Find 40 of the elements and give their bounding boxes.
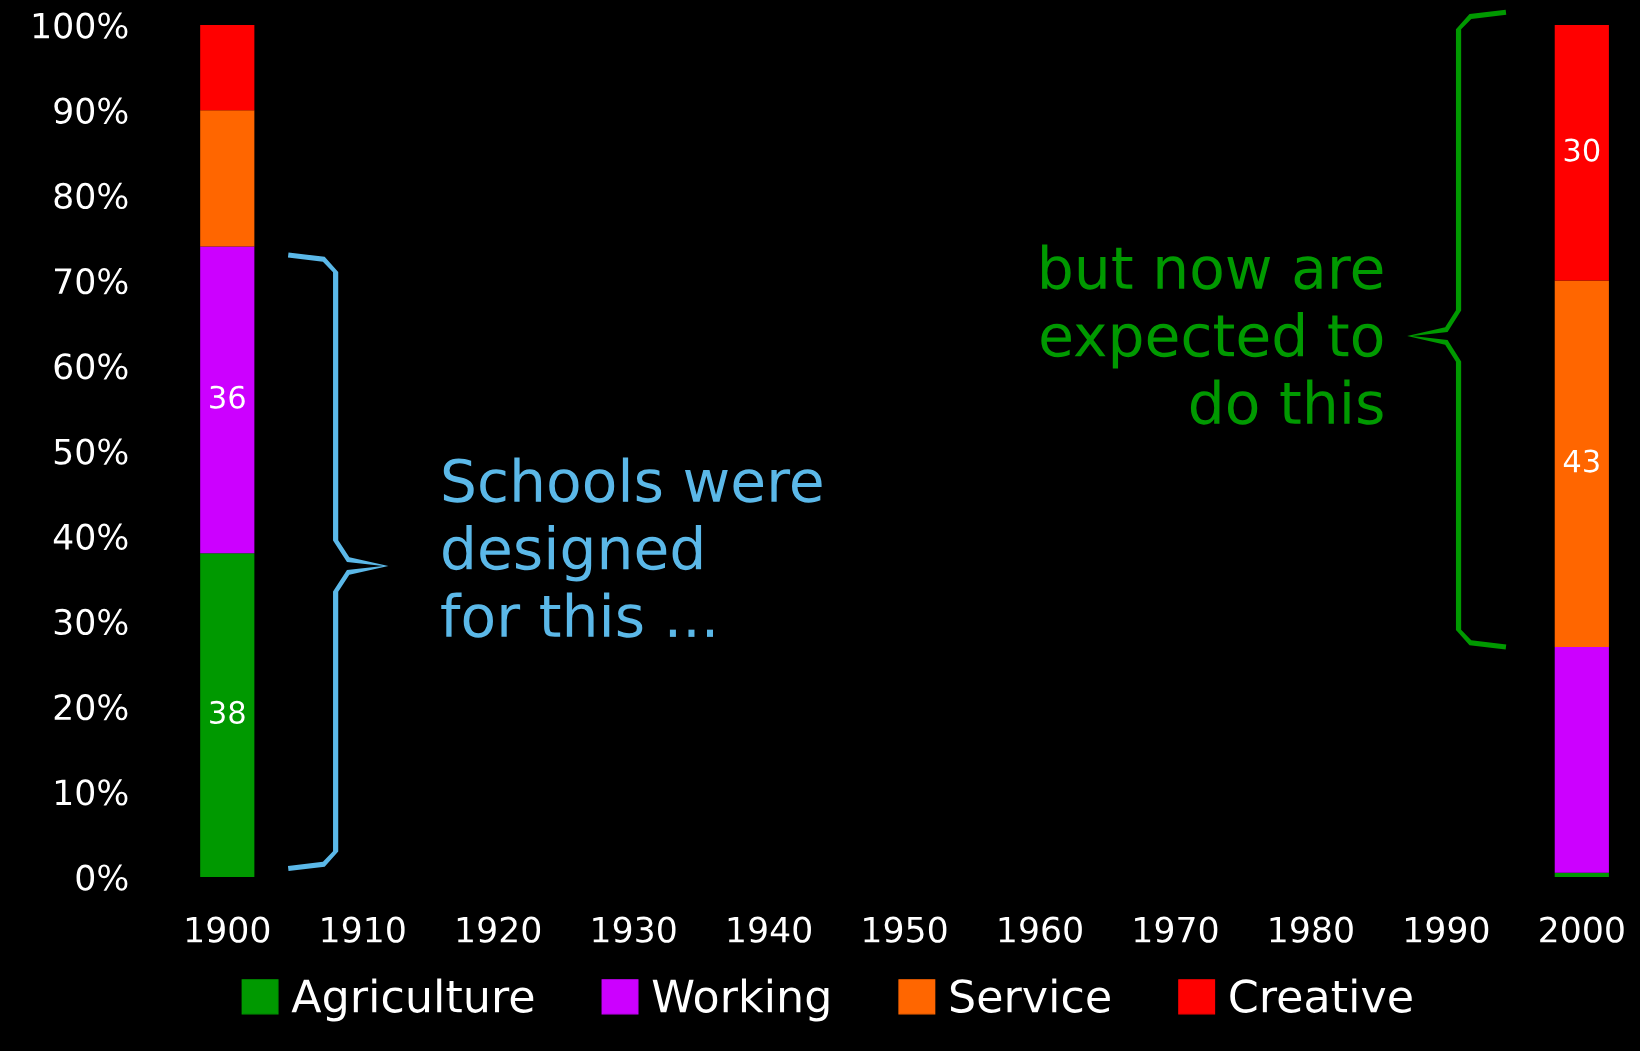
data-label: 36 bbox=[210, 385, 245, 409]
x-tick-label: 1910 bbox=[322, 916, 405, 943]
bar bbox=[1554, 280, 1609, 647]
bar bbox=[1554, 25, 1609, 281]
x-tick-label: 1920 bbox=[457, 916, 541, 943]
x-tick-label: 2000 bbox=[1540, 916, 1624, 943]
y-tick-label: 80% bbox=[54, 182, 128, 210]
annotation: Schools were designed for this ... bbox=[441, 457, 822, 638]
x-tick-label: 1900 bbox=[186, 916, 270, 943]
bar bbox=[200, 553, 255, 877]
bar bbox=[200, 110, 255, 247]
data-label: 38 bbox=[210, 700, 245, 724]
x-tick-label: 1950 bbox=[864, 916, 947, 943]
y-tick-label: 20% bbox=[54, 694, 128, 721]
bar bbox=[1554, 872, 1609, 877]
x-tick-label: 1960 bbox=[999, 916, 1082, 943]
y-tick-label: 0% bbox=[76, 864, 128, 891]
x-tick-label: 1970 bbox=[1135, 916, 1218, 943]
x-tick-label: 1980 bbox=[1270, 916, 1353, 943]
data-label: 43 bbox=[1563, 449, 1599, 473]
legend-label: Working bbox=[652, 978, 829, 1022]
data-label: 30 bbox=[1564, 138, 1600, 162]
y-tick-label: 70% bbox=[55, 268, 128, 295]
y-tick-label: 30% bbox=[54, 608, 128, 636]
y-tick-label: 10% bbox=[55, 779, 128, 806]
bar bbox=[200, 246, 255, 554]
y-tick-label: 50% bbox=[54, 438, 128, 465]
y-tick-label: 40% bbox=[53, 523, 128, 550]
y-tick-label: 100% bbox=[33, 12, 128, 39]
y-tick-label: 90% bbox=[54, 97, 128, 124]
x-tick-label: 1930 bbox=[593, 916, 676, 943]
x-tick-label: 1990 bbox=[1405, 916, 1489, 943]
x-tick-label: 1940 bbox=[728, 916, 811, 943]
bar bbox=[1554, 646, 1609, 873]
legend-label: Service bbox=[950, 978, 1110, 1013]
legend-label: Creative bbox=[1230, 978, 1412, 1013]
legend-label: Agriculture bbox=[291, 978, 534, 1022]
y-tick-label: 60% bbox=[54, 353, 128, 380]
bar bbox=[200, 25, 255, 111]
annotation: but now are expected to do this bbox=[1041, 244, 1383, 425]
